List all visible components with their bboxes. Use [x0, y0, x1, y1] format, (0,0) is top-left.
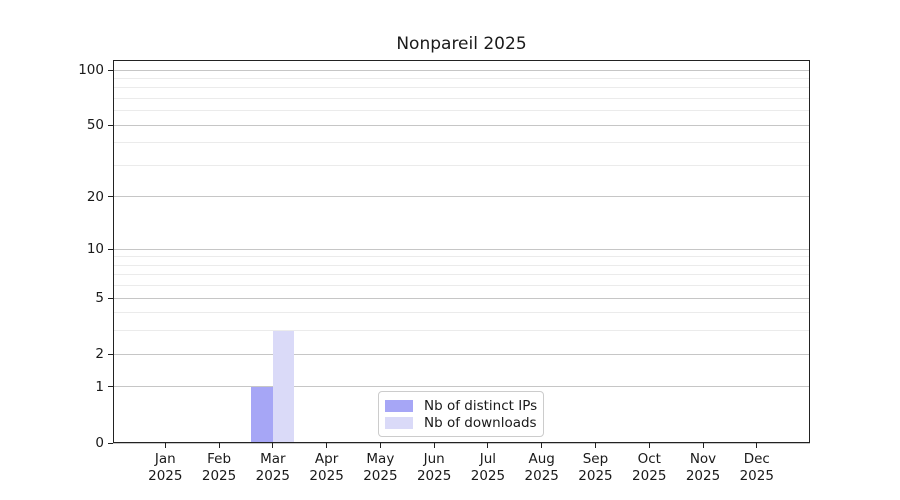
x-tick-label-mar-2025: Mar 2025: [243, 451, 303, 484]
y-tick-label-5: 5: [95, 290, 104, 307]
x-tick-month: Nov: [689, 451, 717, 467]
y-tick-label-1: 1: [95, 378, 104, 395]
x-tick-month: Jan: [154, 451, 176, 467]
y-gridline-major-2: [113, 353, 810, 355]
y-gridline-major-50: [113, 124, 810, 126]
x-tick-label-sep-2025: Sep 2025: [565, 451, 625, 484]
y-gridline-minor-6: [113, 285, 810, 287]
y-gridline-major-0: [113, 442, 810, 444]
x-tick-year: 2025: [255, 467, 291, 484]
y-tick-label-100: 100: [78, 62, 104, 78]
x-tick-dec-2025: [756, 443, 758, 448]
x-tick-mar-2025: [272, 443, 274, 448]
chart-title: Nonpareil 2025: [396, 34, 527, 54]
x-tick-year: 2025: [363, 467, 398, 484]
x-tick-month: Jul: [479, 451, 497, 467]
y-gridline-minor-60: [113, 110, 810, 112]
y-gridline-minor-3: [113, 330, 810, 332]
x-tick-nov-2025: [702, 443, 704, 448]
y-gridline-major-100: [113, 69, 810, 71]
x-tick-label-jun-2025: Jun 2025: [404, 451, 464, 484]
y-gridline-major-5: [113, 297, 810, 299]
x-tick-oct-2025: [648, 443, 650, 448]
x-tick-year: 2025: [309, 467, 344, 484]
y-tick-label-10: 10: [86, 241, 104, 258]
x-tick-label-oct-2025: Oct 2025: [619, 451, 679, 484]
x-tick-label-may-2025: May 2025: [350, 451, 410, 484]
y-tick-20: [108, 196, 113, 198]
x-tick-apr-2025: [326, 443, 328, 448]
x-tick-month: May: [366, 451, 395, 467]
x-tick-label-aug-2025: Aug 2025: [512, 451, 572, 484]
legend-swatch-downloads: [385, 416, 413, 429]
x-tick-month: Apr: [314, 451, 339, 467]
y-tick-50: [108, 124, 113, 126]
y-gridline-minor-7: [113, 274, 810, 276]
legend-swatch-distinct-ips: [385, 399, 413, 412]
x-tick-year: 2025: [578, 467, 613, 484]
y-tick-label-50: 50: [86, 117, 104, 134]
y-tick-100: [108, 69, 113, 71]
x-tick-month: Feb: [207, 451, 232, 467]
x-tick-label-jul-2025: Jul 2025: [458, 451, 518, 484]
x-tick-feb-2025: [218, 443, 220, 448]
bar-nb-of-distinct-ips-mar-2025: [251, 386, 273, 443]
x-tick-jul-2025: [487, 443, 489, 448]
x-tick-month: Mar: [260, 451, 286, 467]
y-tick-10: [108, 248, 113, 250]
legend: Nb of distinct IPs Nb of downloads: [378, 391, 544, 437]
y-tick-5: [108, 297, 113, 299]
x-tick-label-apr-2025: Apr 2025: [297, 451, 357, 484]
y-gridline-major-1: [113, 386, 810, 388]
legend-entry-downloads: Nb of downloads: [385, 414, 537, 431]
x-tick-year: 2025: [524, 467, 559, 484]
y-tick-label-20: 20: [86, 188, 104, 205]
x-tick-year: 2025: [201, 467, 237, 484]
x-tick-jun-2025: [433, 443, 435, 448]
y-gridline-minor-80: [113, 87, 810, 89]
x-tick-label-dec-2025: Dec 2025: [727, 451, 787, 484]
x-tick-label-jan-2025: Jan 2025: [135, 451, 195, 484]
x-tick-aug-2025: [541, 443, 543, 448]
y-tick-label-0: 0: [95, 435, 104, 451]
y-gridline-minor-30: [113, 164, 810, 166]
x-tick-year: 2025: [739, 467, 774, 484]
x-tick-month: Aug: [528, 451, 555, 467]
legend-label-distinct-ips: Nb of distinct IPs: [424, 397, 538, 414]
y-gridline-minor-9: [113, 256, 810, 258]
bar-nb-of-downloads-mar-2025: [272, 330, 295, 443]
legend-entry-distinct-ips: Nb of distinct IPs: [385, 397, 538, 414]
legend-label-downloads: Nb of downloads: [424, 414, 537, 431]
x-tick-year: 2025: [416, 467, 452, 484]
y-gridline-minor-8: [113, 264, 810, 266]
x-tick-year: 2025: [470, 467, 506, 484]
x-tick-jan-2025: [164, 443, 166, 448]
x-tick-year: 2025: [685, 467, 721, 484]
y-gridline-minor-70: [113, 97, 810, 99]
y-tick-0: [108, 442, 113, 444]
x-tick-month: Jun: [423, 451, 445, 467]
x-tick-month: Oct: [637, 451, 661, 467]
x-tick-may-2025: [379, 443, 381, 448]
x-tick-month: Dec: [743, 451, 770, 467]
x-tick-label-feb-2025: Feb 2025: [189, 451, 249, 484]
y-tick-2: [108, 353, 113, 355]
y-tick-1: [108, 386, 113, 388]
y-gridline-minor-40: [113, 142, 810, 144]
y-gridline-major-20: [113, 196, 810, 198]
x-tick-year: 2025: [148, 467, 183, 484]
x-tick-sep-2025: [594, 443, 596, 448]
y-tick-label-2: 2: [95, 346, 104, 363]
x-tick-year: 2025: [632, 467, 667, 484]
x-tick-label-nov-2025: Nov 2025: [673, 451, 733, 484]
x-tick-month: Sep: [582, 451, 609, 467]
y-gridline-minor-90: [113, 77, 810, 79]
y-gridline-minor-4: [113, 312, 810, 314]
y-gridline-major-10: [113, 248, 810, 250]
